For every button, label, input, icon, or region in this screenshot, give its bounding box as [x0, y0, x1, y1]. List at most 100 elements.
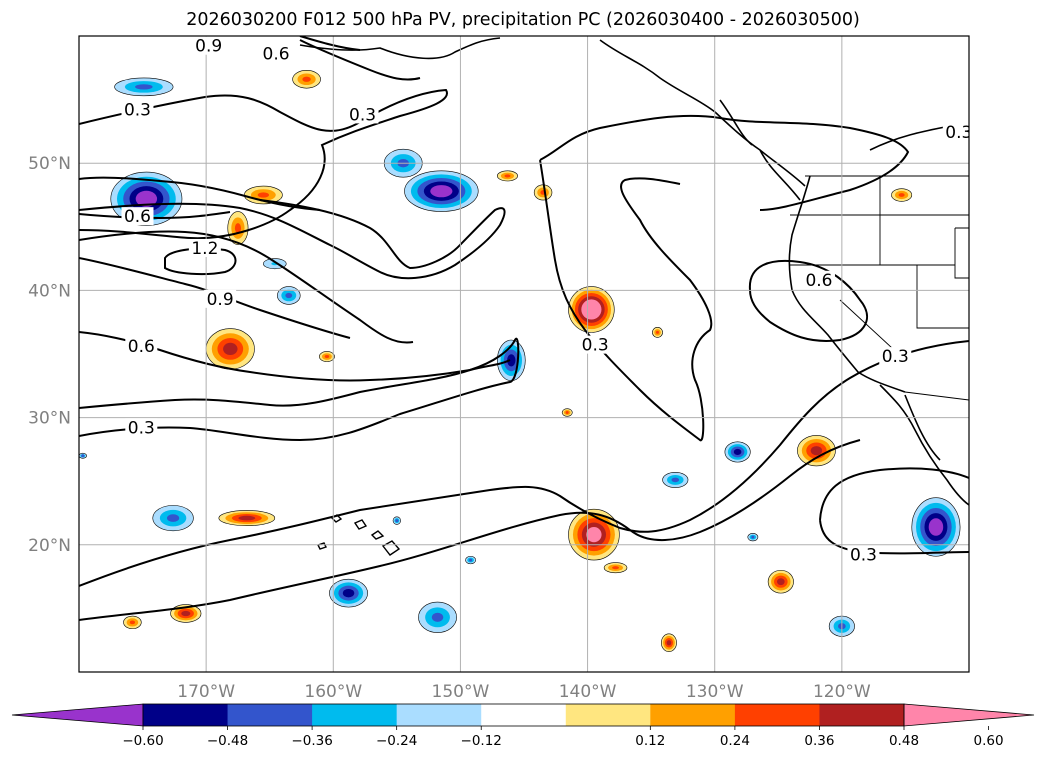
precip-shade-2	[612, 566, 619, 570]
precip-shade-2	[257, 192, 270, 198]
precip-shade-4	[135, 190, 158, 207]
precip-feature-neg	[418, 601, 457, 633]
precip-shade-3	[223, 342, 238, 356]
precip-shade-3	[666, 640, 672, 646]
precip-shade-2	[751, 535, 755, 539]
precip-feature-pos	[661, 633, 677, 652]
colorbar-segment	[565, 704, 651, 726]
lat-tick-label: 20°N	[28, 536, 71, 556]
lat-tick-label: 40°N	[28, 281, 71, 301]
border-state-4	[916, 265, 969, 329]
precip-shade-2	[302, 76, 311, 82]
precip-shade-3	[810, 446, 823, 456]
island-oahu	[353, 519, 368, 530]
contour-label: 0.6	[128, 337, 155, 357]
latitude-axis: 20°N 30°N 40°N 50°N	[28, 154, 71, 556]
contour-label-bg	[847, 545, 880, 564]
contour-label: 0.3	[349, 105, 376, 125]
contour-label-bg	[579, 335, 612, 354]
precip-feature-neg	[114, 77, 174, 97]
precip-shade-2	[135, 84, 153, 90]
precip-feature-pos	[533, 184, 553, 201]
precip-layer	[79, 70, 961, 652]
precip-feature-pos	[243, 185, 283, 205]
map-frame	[78, 35, 970, 673]
colorbar-extend-min	[11, 703, 144, 727]
precip-feature-neg	[329, 578, 368, 608]
colorbar-segment	[143, 704, 229, 726]
precip-feature-pos	[767, 569, 794, 594]
pv-contour-0p6-arctic	[299, 39, 421, 81]
colorbar	[11, 703, 1035, 727]
precip-shade-3	[342, 588, 355, 598]
contour-label: 0.6	[805, 271, 832, 291]
precip-shade-4	[928, 518, 944, 536]
contour-label: 0.9	[195, 37, 222, 57]
precip-shade-2	[898, 193, 905, 197]
contour-label: 0.3	[850, 546, 877, 566]
precip-shade-4	[430, 185, 453, 198]
colorbar-tick-label: 0.12	[635, 733, 665, 749]
contour-label-bg	[125, 336, 158, 355]
precip-feature-neg	[79, 452, 87, 459]
pv-contour-1p2	[164, 247, 237, 276]
colorbar-tick-label: 0.36	[804, 733, 834, 749]
lon-tick-label: 160°W	[304, 682, 362, 702]
precip-feature-pos	[205, 328, 255, 370]
precip-feature-pos	[292, 70, 321, 89]
precip-feature-neg	[724, 441, 751, 463]
border-us-mexico	[904, 391, 969, 401]
pv-contour-0p6-loop	[79, 230, 414, 344]
colorbar-segment	[819, 704, 905, 726]
precip-shade-2	[166, 514, 180, 522]
contour-label: 0.9	[207, 290, 234, 310]
contour-labels: 0.9 0.6 0.3 0.3 0.6 1.2 0.9 0.6 0.3 0.3 0.6 0.3 0.3 0…	[121, 36, 969, 566]
colorbar-frame	[142, 703, 905, 727]
pv-contour-0p3-mid	[79, 337, 520, 442]
gridlines	[79, 36, 969, 672]
precip-shade-2	[504, 174, 511, 178]
precip-shade-2	[431, 612, 444, 622]
precip-feature-pos	[227, 211, 249, 245]
chart-title: 2026030200 F012 500 hPa PV, precipitatio…	[186, 10, 860, 30]
colorbar-tick-label: −0.36	[291, 733, 332, 749]
precip-feature-pos	[123, 615, 142, 630]
pv-contour-0p3-trough	[539, 114, 910, 442]
pv-contour-0p6-nw	[79, 176, 321, 211]
contour-label-bg	[260, 44, 293, 63]
precip-shade-2	[469, 558, 473, 562]
contour-label: 0.3	[582, 336, 609, 356]
contour-label-bg	[942, 123, 969, 142]
coastline-british-columbia	[719, 99, 801, 201]
precip-shade-2	[129, 620, 136, 625]
precip-shade-2	[655, 330, 660, 334]
precip-feature-pos	[561, 408, 573, 417]
precip-feature-neg	[277, 286, 301, 305]
contour-label-bg	[125, 418, 158, 437]
contour-label-bg	[121, 100, 154, 119]
colorbar-tick-label: −0.12	[461, 733, 502, 749]
colorbar-segment	[396, 704, 482, 726]
precip-feature-pos	[603, 562, 628, 574]
precip-feature-neg	[404, 170, 479, 212]
contour-label-bg	[879, 347, 912, 366]
lon-tick-label: 130°W	[686, 682, 744, 702]
contour-label-bg	[121, 207, 154, 226]
longitude-axis: 170°W 160°W 150°W 140°W 130°W 120°W	[177, 682, 871, 702]
precip-feature-neg	[465, 555, 476, 565]
coastline-us-west	[788, 175, 906, 393]
map-area: 0.9 0.6 0.3 0.3 0.6 1.2 0.9 0.6 0.3 0.3 0.6 0.3 0.3 0…	[79, 36, 969, 672]
colorbar-ticks: −0.60 −0.48 −0.36 −0.24 −0.12 0.12 0.24 0.36 0.4…	[122, 726, 1004, 749]
precip-feature-pos	[497, 170, 518, 182]
colorbar-segment	[227, 704, 313, 726]
colorbar-tick-label: 0.48	[889, 733, 919, 749]
contour-label: 1.2	[191, 239, 218, 259]
pv-contour-0p9-arctic	[299, 36, 361, 51]
precip-shade-2	[234, 223, 241, 234]
precip-shade-3	[238, 515, 256, 521]
precip-feature-pos	[652, 326, 663, 338]
colorbar-tick-label: 0.24	[720, 733, 750, 749]
colorbar-tick-label: −0.48	[207, 733, 248, 749]
precip-shade-2	[324, 355, 330, 359]
